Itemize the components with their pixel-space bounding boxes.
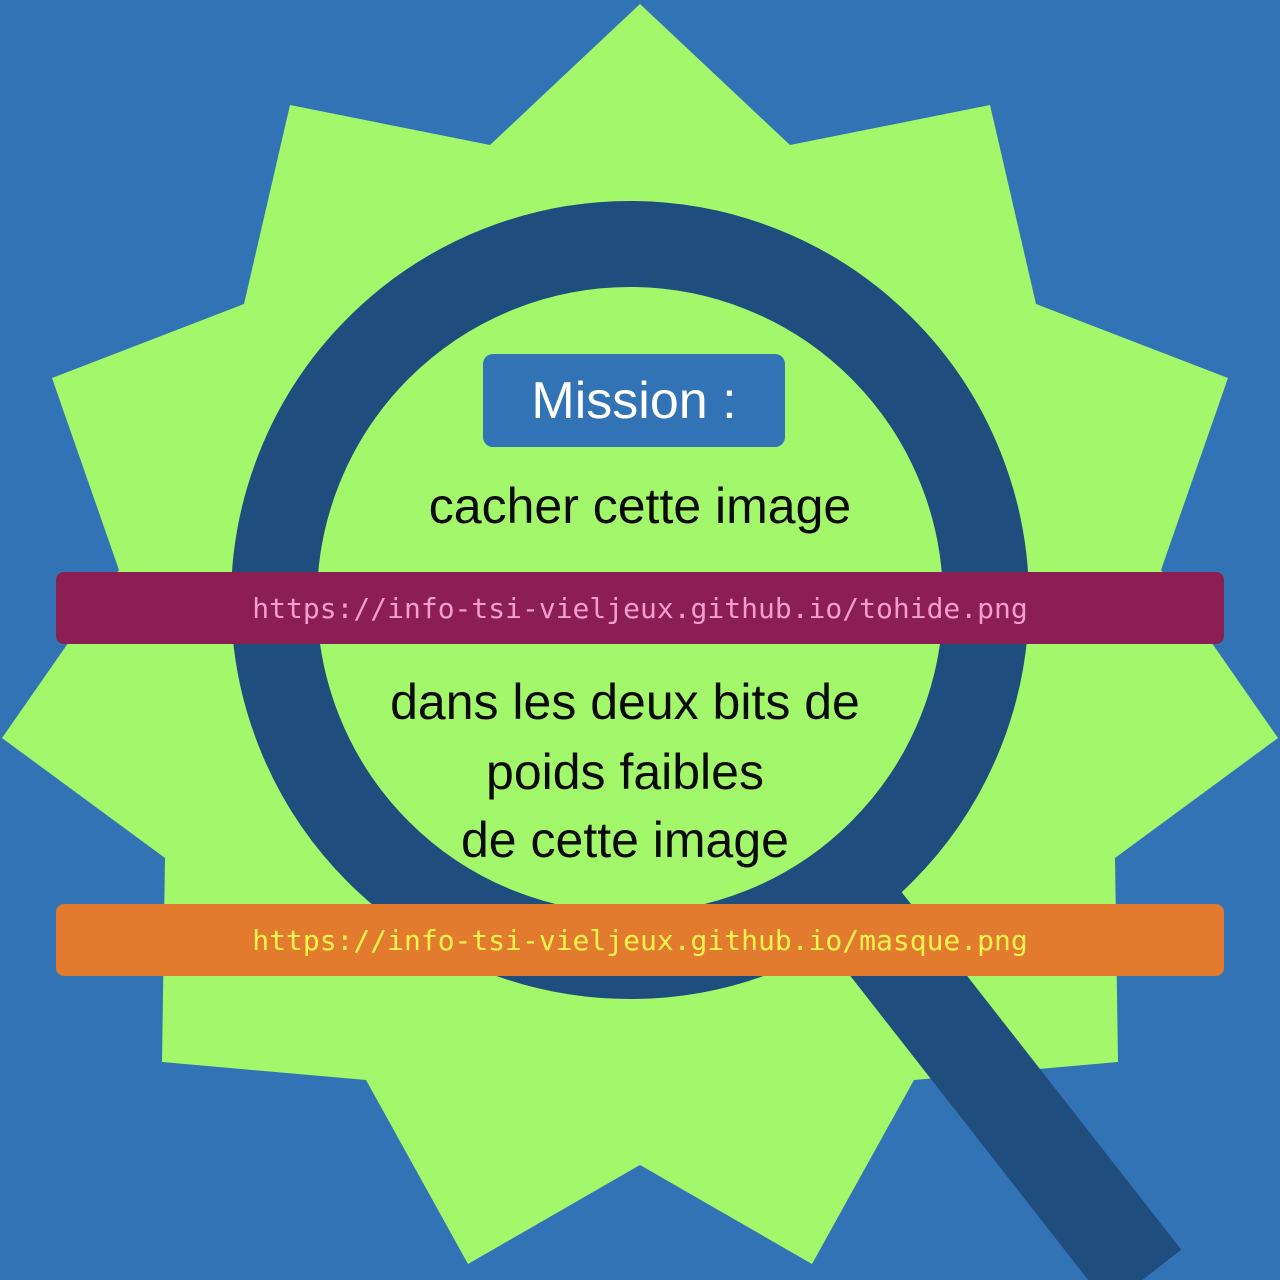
instruction-line-4: de cette image	[461, 812, 789, 868]
url-bar-tohide[interactable]: https://info-tsi-vieljeux.github.io/tohi…	[56, 572, 1224, 644]
instruction-line-2: dans les deux bits de	[390, 674, 860, 730]
mission-label: Mission :	[531, 371, 737, 430]
instruction-line-3: poids faibles	[486, 744, 764, 800]
url-masque-text[interactable]: https://info-tsi-vieljeux.github.io/masq…	[252, 923, 1028, 957]
instruction-line-1: cacher cette image	[428, 478, 852, 534]
mission-badge: Mission :	[483, 354, 785, 447]
url-tohide-text[interactable]: https://info-tsi-vieljeux.github.io/tohi…	[252, 591, 1028, 625]
url-bar-masque[interactable]: https://info-tsi-vieljeux.github.io/masq…	[56, 904, 1224, 976]
